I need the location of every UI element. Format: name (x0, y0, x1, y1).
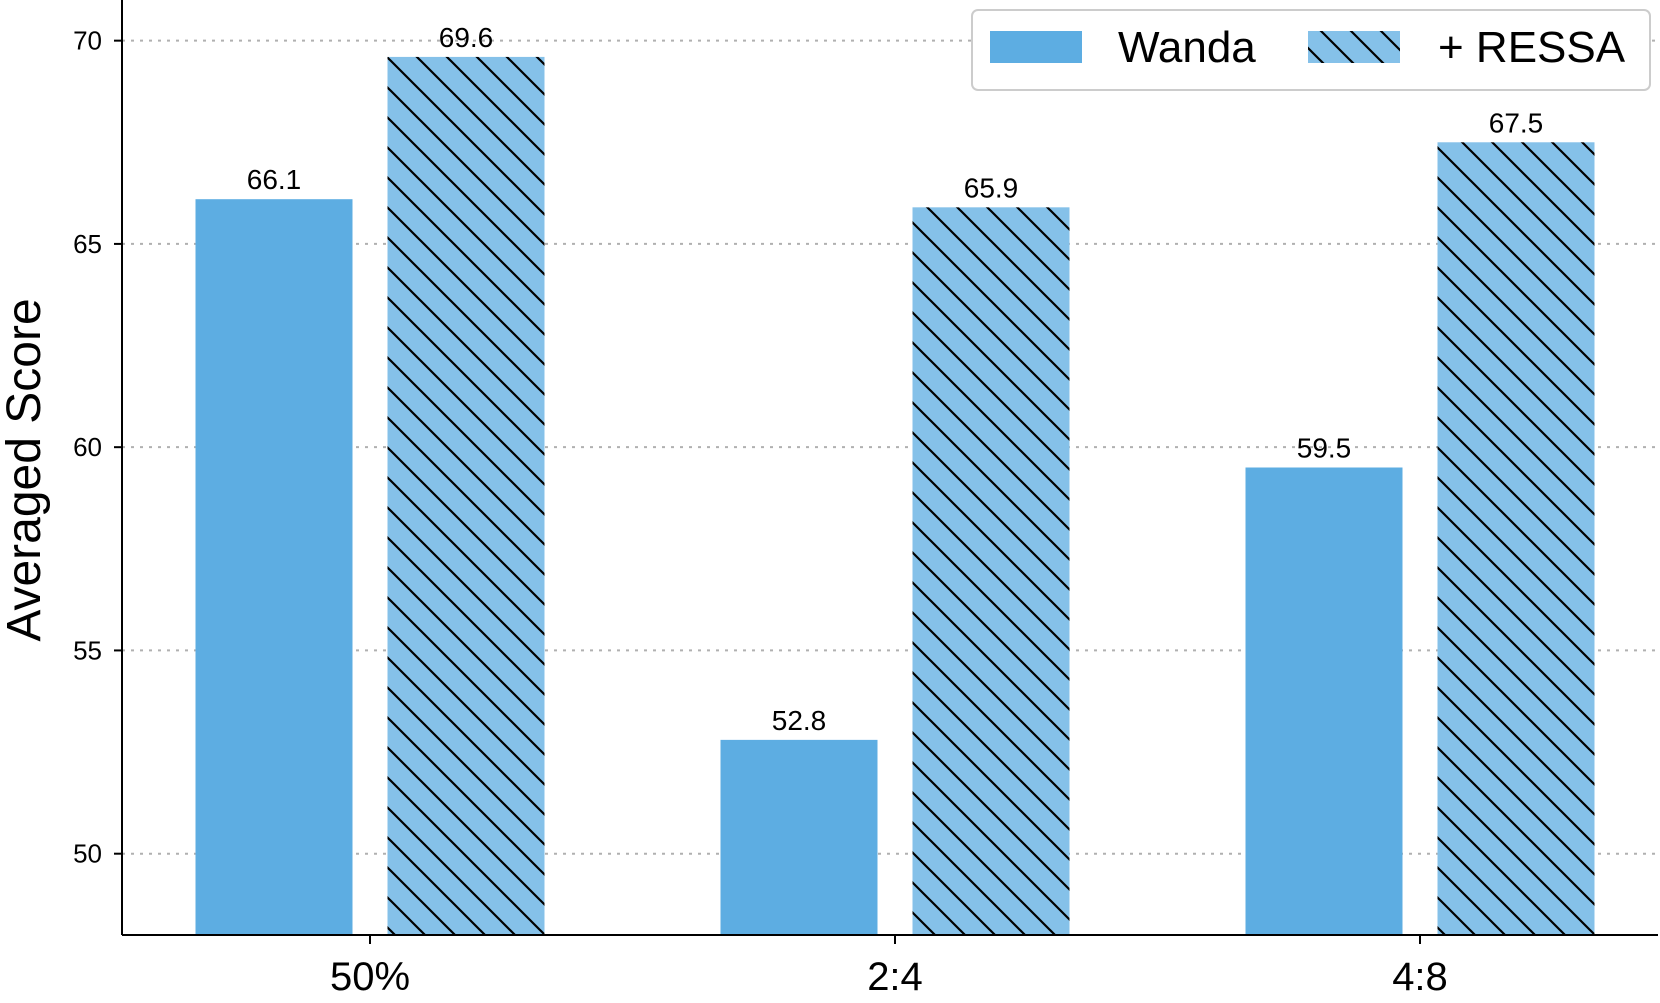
bar-value-label: 67.5 (1489, 107, 1544, 138)
x-tick-label: 50% (330, 955, 410, 999)
legend-swatch-ressa (1308, 31, 1400, 63)
y-tick-label: 55 (73, 635, 102, 665)
x-tick-label: 2:4 (867, 955, 923, 999)
bar-value-label: 65.9 (964, 172, 1019, 203)
y-tick-label: 65 (73, 229, 102, 259)
x-ticks: 50% 2:4 4:8 (330, 935, 1448, 999)
y-axis-label: Averaged Score (0, 298, 51, 641)
legend: Wanda + RESSA (971, 9, 1651, 91)
bars (195, 56, 1595, 936)
data-labels: 66.1 69.6 52.8 65.9 59.5 67.5 (247, 22, 1544, 736)
bar-value-label: 52.8 (772, 705, 827, 736)
y-tick-label: 60 (73, 432, 102, 462)
bar-value-label: 66.1 (247, 164, 302, 195)
y-tick-label: 70 (73, 26, 102, 56)
bar-wanda-1 (720, 739, 878, 935)
legend-label-wanda: Wanda (1118, 23, 1256, 72)
legend-label-ressa: + RESSA (1438, 23, 1626, 72)
y-ticks: 50 55 60 65 70 (73, 26, 122, 869)
y-tick-label: 50 (73, 839, 102, 869)
x-tick-label: 4:8 (1392, 955, 1448, 999)
bar-ressa-1 (912, 207, 1070, 936)
legend-swatch-wanda (990, 31, 1082, 63)
axes (121, 0, 1658, 936)
bar-wanda-2 (1245, 467, 1403, 935)
bar-ressa-2 (1437, 142, 1595, 936)
bar-ressa-0 (387, 56, 545, 936)
bar-value-label: 59.5 (1297, 433, 1352, 464)
bar-value-label: 69.6 (439, 22, 494, 53)
bar-wanda-0 (195, 199, 353, 935)
